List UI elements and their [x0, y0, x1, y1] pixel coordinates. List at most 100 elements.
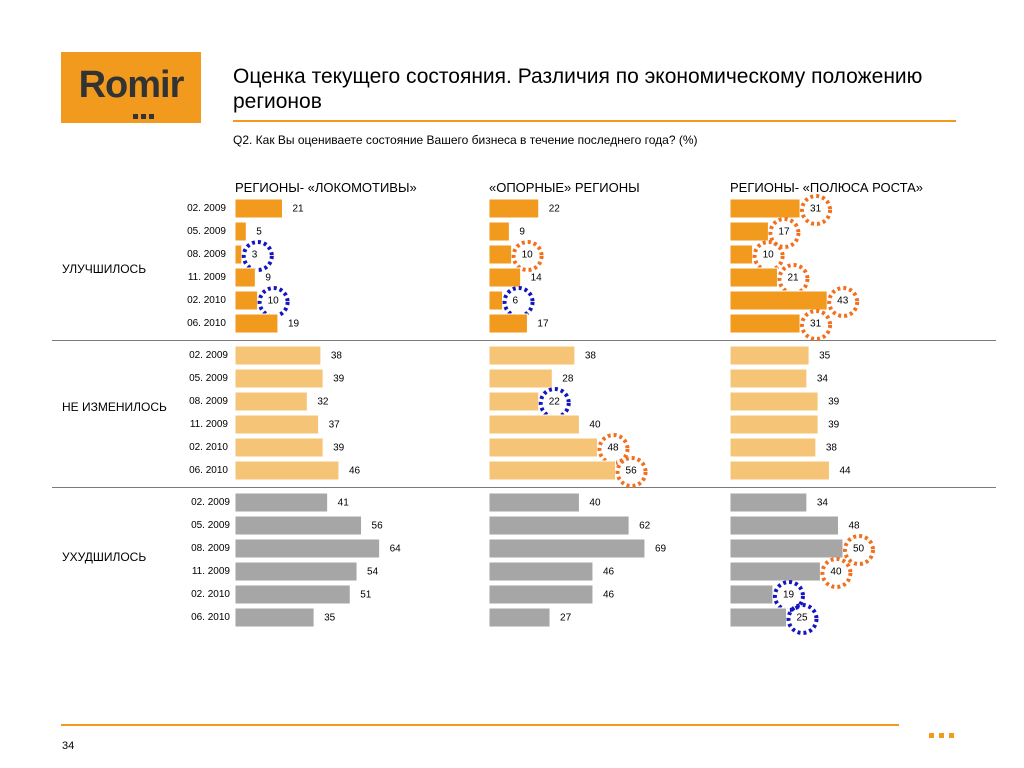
value-label: 17 — [778, 227, 790, 238]
period-label: 11. 2009 — [187, 272, 226, 283]
group-title-core-regions: «ОПОРНЫЕ» РЕГИОНЫ — [489, 180, 640, 195]
bar — [729, 244, 754, 265]
bar — [488, 515, 630, 536]
period-label: 02. 2010 — [191, 589, 230, 600]
value-label: 34 — [817, 498, 829, 509]
bar — [488, 345, 576, 366]
value-label: 40 — [589, 420, 601, 431]
value-label: 69 — [655, 544, 667, 555]
highlight-circle — [800, 194, 833, 226]
bar — [488, 584, 594, 605]
bar — [234, 368, 324, 389]
value-label: 56 — [626, 466, 638, 477]
value-label: 5 — [256, 227, 262, 238]
value-label: 31 — [810, 319, 822, 330]
value-label: 39 — [333, 374, 345, 385]
bar — [234, 607, 315, 628]
highlight-circle — [257, 286, 290, 318]
bar — [488, 437, 598, 458]
highlight-circle — [538, 387, 571, 419]
period-label: 11. 2009 — [191, 566, 230, 577]
page-number: 34 — [62, 740, 75, 752]
period-label: 06. 2010 — [189, 465, 228, 476]
section-label-improved: УЛУЧШИЛОСЬ — [62, 262, 147, 276]
value-label: 43 — [837, 296, 849, 307]
bar — [488, 313, 528, 334]
highlight-circle — [502, 286, 535, 318]
bar — [729, 414, 819, 435]
value-label: 56 — [372, 521, 384, 532]
value-label: 17 — [537, 319, 549, 330]
value-label: 40 — [589, 498, 601, 509]
bar — [729, 561, 821, 582]
romir-logo: Romir — [61, 52, 201, 123]
section-label-worse: УХУДШИЛОСЬ — [62, 550, 147, 564]
period-label: 05. 2009 — [191, 520, 230, 531]
page-title: Оценка текущего состояния. Различия по э… — [233, 65, 923, 113]
bar — [729, 460, 830, 481]
value-label: 6 — [513, 296, 519, 307]
highlight-circle — [772, 580, 805, 612]
bar — [488, 607, 551, 628]
value-label: 14 — [531, 273, 543, 284]
bar — [234, 198, 283, 219]
value-label: 21 — [787, 273, 799, 284]
value-label: 21 — [292, 204, 304, 215]
value-label: 48 — [848, 521, 860, 532]
bar — [488, 460, 617, 481]
period-label: 02. 2009 — [189, 350, 228, 361]
period-label: 08. 2009 — [191, 543, 230, 554]
bar — [488, 538, 646, 559]
bar — [234, 345, 322, 366]
period-label: 08. 2009 — [187, 249, 226, 260]
highlight-circle — [511, 240, 544, 272]
value-label: 39 — [333, 443, 345, 454]
highlight-circle — [800, 309, 833, 341]
value-label: 46 — [603, 590, 615, 601]
value-label: 10 — [268, 296, 280, 307]
section-divider — [52, 487, 996, 488]
value-label: 38 — [826, 443, 838, 454]
highlight-circle — [777, 263, 810, 295]
bar — [234, 391, 308, 412]
value-label: 35 — [819, 351, 831, 362]
highlight-circle — [786, 603, 819, 635]
value-label: 39 — [828, 397, 840, 408]
value-label: 37 — [329, 420, 341, 431]
bar — [234, 244, 243, 265]
bar — [729, 267, 778, 288]
value-label: 62 — [639, 521, 651, 532]
bar — [488, 198, 540, 219]
group-title-locomotives: РЕГИОНЫ- «ЛОКОМОТИВЫ» — [235, 180, 417, 195]
period-label: 11. 2009 — [189, 419, 228, 430]
bar — [729, 492, 808, 513]
value-label: 19 — [288, 319, 300, 330]
bar — [234, 515, 363, 536]
value-label: 46 — [603, 567, 615, 578]
period-label: 02. 2009 — [187, 203, 226, 214]
highlight-circle — [597, 433, 630, 465]
value-label: 38 — [331, 351, 343, 362]
value-label: 64 — [390, 544, 402, 555]
bar — [729, 290, 828, 311]
value-label: 41 — [338, 498, 350, 509]
value-label: 25 — [797, 613, 809, 624]
value-label: 10 — [763, 250, 775, 261]
period-label: 06. 2010 — [187, 318, 226, 329]
bar — [488, 368, 553, 389]
period-label: 02. 2010 — [189, 442, 228, 453]
footer-divider — [61, 724, 899, 726]
bar — [729, 607, 787, 628]
value-label: 51 — [360, 590, 372, 601]
bar — [729, 538, 844, 559]
bar — [234, 221, 247, 242]
bar — [488, 244, 513, 265]
bar — [234, 290, 259, 311]
value-label: 22 — [549, 204, 561, 215]
value-label: 31 — [810, 204, 822, 215]
bar — [234, 267, 256, 288]
bar — [488, 221, 510, 242]
highlight-circle — [843, 534, 875, 566]
value-label: 46 — [349, 466, 361, 477]
